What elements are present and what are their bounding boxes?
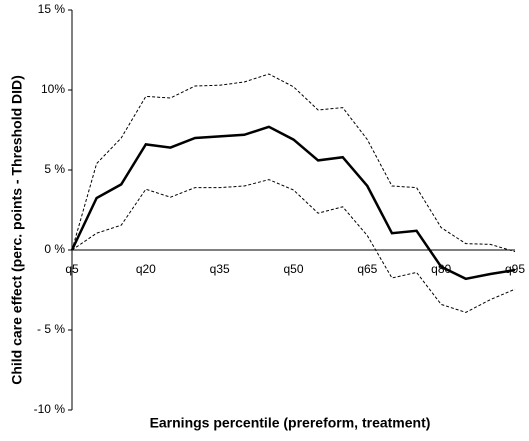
y-tick-label: - 5 % (37, 322, 65, 336)
x-tick-label: q50 (283, 262, 303, 276)
y-tick-label: 15 % (38, 2, 66, 16)
y-axis-title: Child care effect (perc. points - Thresh… (9, 75, 25, 385)
confidence-line (71, 179, 516, 313)
confidence-line (71, 73, 516, 253)
x-tick-label: q5 (65, 262, 79, 276)
x-axis-title: Earnings percentile (prereform, treatmen… (150, 415, 431, 431)
x-tick-label: q80 (431, 262, 451, 276)
y-tick-label: 5 % (44, 162, 65, 176)
y-tick-label: -10 % (34, 402, 66, 416)
x-tick-label: q35 (210, 262, 230, 276)
y-tick-label: 10% (41, 82, 65, 96)
estimate-line (70, 125, 516, 281)
x-tick-label: q20 (136, 262, 156, 276)
x-tick-label: q65 (357, 262, 377, 276)
x-tick-label: q95 (505, 262, 525, 276)
y-tick-label: 0 % (44, 242, 65, 256)
